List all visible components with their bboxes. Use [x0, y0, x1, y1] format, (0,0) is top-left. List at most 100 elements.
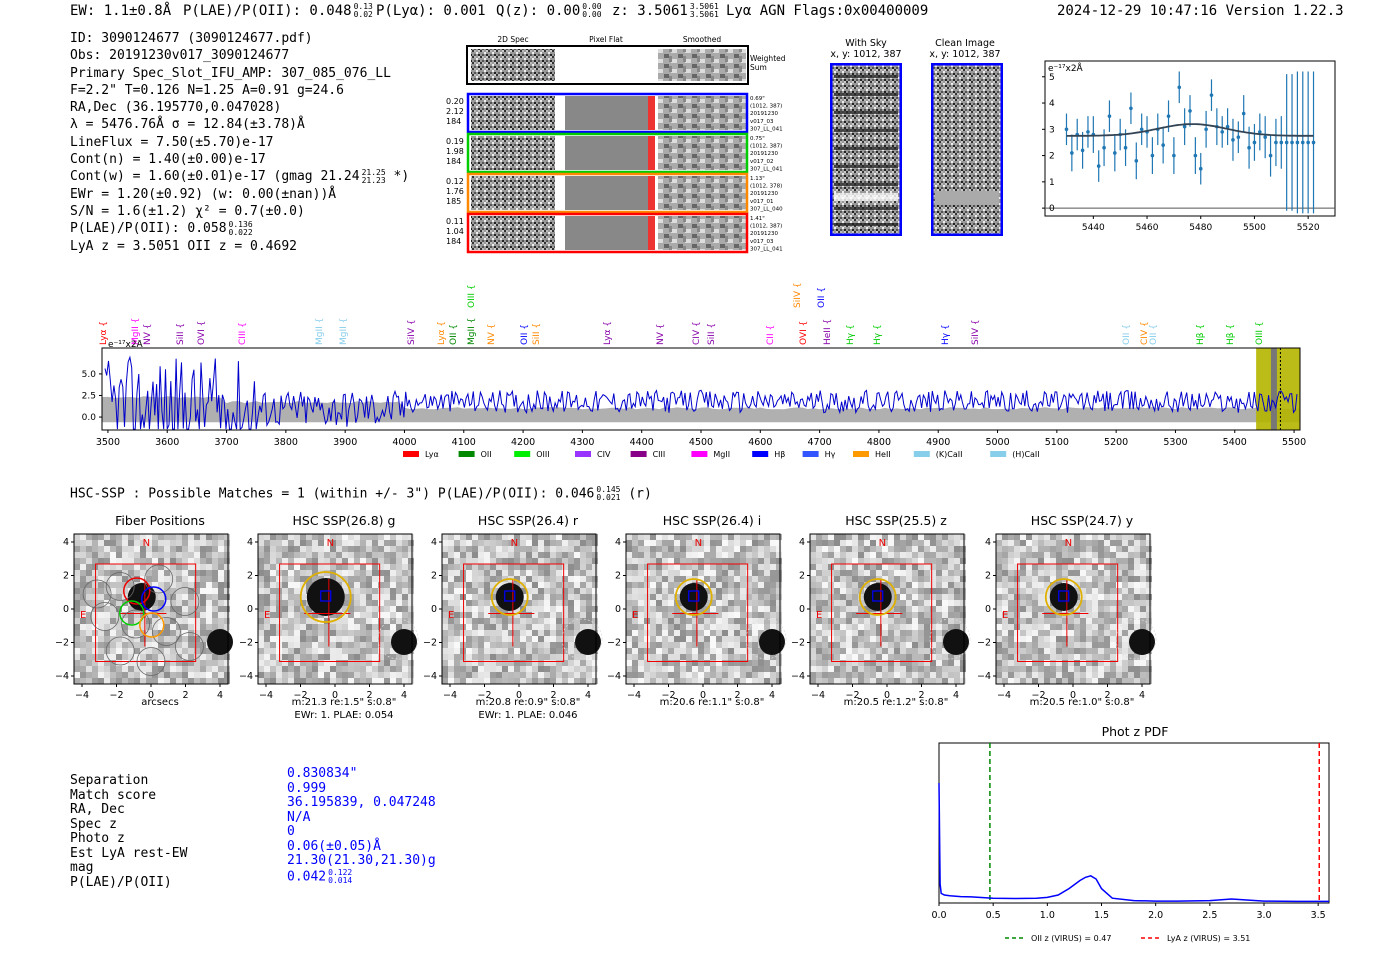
zoom-point: [1209, 93, 1214, 97]
spectral-line-label: OII {: [816, 287, 827, 308]
east-label: E: [448, 610, 454, 621]
fiber-circle: [82, 579, 112, 609]
photz-xtick-label: 0.0: [931, 910, 946, 921]
spectrum-xtick-label: 5300: [1163, 437, 1187, 448]
cutout-ytick-label: 4: [247, 537, 253, 548]
neighbor-aperture: [561, 618, 603, 660]
header-qz-lo: 0.00: [582, 10, 602, 19]
spec2d-row-value: 184: [446, 237, 461, 246]
zoom-ytick-label: 3: [1049, 125, 1055, 135]
spectrum-error-band: [102, 396, 1300, 423]
center-marker: [872, 590, 884, 602]
spectrum-ylabel: e⁻¹⁷x2Å: [108, 340, 144, 350]
zoom-ytick-label: 5: [1049, 73, 1055, 83]
cutout-image: N E 4 2 0 −2 −4 −4 −2 0 2 4: [791, 533, 971, 700]
legend-swatch: [913, 451, 930, 457]
pixelflat-marker: [648, 176, 655, 210]
east-label: E: [816, 610, 822, 621]
spec2d-row-meta: 1.13": [750, 176, 765, 182]
cutout-xtick-label: 0: [884, 690, 890, 700]
cutout-xtick-label: −2: [477, 690, 491, 700]
spec2d-col-smoothed: Smoothed: [682, 35, 722, 44]
clean-title: Clean Image: [935, 38, 995, 49]
spec2d-row-value: 0.12: [446, 177, 464, 186]
legend-label: (H)CaII: [1012, 450, 1039, 459]
spectrum-xtick-label: 3700: [214, 437, 238, 448]
header-qz-label: Q(z): 0.00: [496, 3, 581, 19]
pixelflat-marker: [648, 96, 655, 130]
with-sky-title: With Sky: [845, 38, 887, 49]
legend-label: Hγ: [825, 450, 836, 459]
spectrum-xtick-label: 5400: [1223, 437, 1247, 448]
zoom-fit-line: [1066, 123, 1314, 137]
legend-swatch: [630, 451, 647, 457]
neighbor-aperture: [1115, 618, 1157, 660]
zoom-xtick-label: 5460: [1136, 223, 1159, 233]
spec2d-row-meta: v017_03: [750, 239, 774, 245]
cutout-xtick-label: −2: [845, 690, 859, 700]
spec2d-cell: [471, 216, 555, 250]
spec2d-row-meta: v017_03: [750, 119, 774, 125]
spec2d-col-2dspec: 2D Spec: [497, 35, 529, 44]
fiber-red: [123, 577, 151, 605]
photz-chart: 0.0 0.5 1.0 1.5 2.0 2.5 3.0 3.5 OII z (VIRUS) = …: [931, 742, 1330, 943]
aperture-box: [463, 563, 565, 662]
spec2d-row-value: 0.19: [446, 137, 464, 146]
match-value: 36.195839, 0.047248: [287, 795, 436, 810]
cutout-ytick-label: 0: [63, 604, 69, 615]
header-z-lo: 3.5061: [689, 10, 719, 19]
source-blob: [1049, 583, 1078, 611]
cutout-ytick-label: 0: [985, 604, 991, 615]
spec2d-row-frame: [466, 92, 749, 134]
zoom-point: [1150, 153, 1155, 158]
spec2d-cell: [471, 136, 555, 170]
cutout-xtick-label: 4: [769, 690, 775, 700]
neighbor-blob: [759, 629, 785, 655]
zoom-point: [1172, 153, 1176, 158]
spectrum-xtick-label: 5500: [1282, 437, 1306, 448]
spec2d-row-meta: 0.75": [750, 136, 765, 142]
cutout-xtick-label: −4: [997, 690, 1011, 700]
cutout-info-ewr: EWr: 1. PLAE: 0.046: [478, 710, 578, 721]
cutout-xtick-label: 2: [550, 690, 556, 700]
cutout-pixels: [626, 534, 782, 684]
cutout-xtick-label: −2: [109, 690, 123, 700]
zoom-point: [1129, 106, 1133, 111]
neighbor-blob: [943, 629, 969, 655]
spectrum-xtick-label: 5000: [985, 437, 1009, 448]
fiber-circle: [105, 572, 135, 601]
ellipse-aperture: [299, 571, 352, 623]
legend-label: OIII: [536, 450, 549, 459]
spectrum-flux-line: [104, 355, 1298, 431]
legend-swatch: [853, 451, 869, 457]
cutout-ytick-label: 0: [615, 604, 621, 615]
fiber-orange: [139, 612, 165, 638]
cutout-ytick-label: 2: [799, 571, 805, 582]
zoom-xtick-label: 5440: [1082, 223, 1105, 233]
pixelflat-cell: [565, 216, 648, 250]
cutout-xtick-label: 4: [1139, 690, 1145, 700]
zoom-ylabel: e⁻¹⁷x2Å: [1048, 62, 1084, 74]
cutout-xtick-label: −2: [661, 690, 675, 700]
source-blob: [863, 583, 892, 611]
neighbor-aperture: [929, 618, 971, 660]
ellipse-aperture: [674, 578, 713, 616]
east-label: E: [264, 610, 270, 621]
spec2d-row-meta: 20191230: [750, 151, 778, 157]
cutout-ytick-label: 4: [63, 537, 69, 548]
spec2d-row-meta: (1012, 387): [750, 144, 782, 150]
zoom-point: [1263, 135, 1267, 139]
zoom-xtick-label: 5520: [1297, 223, 1320, 233]
spectrum-xtick-label: 4600: [748, 437, 772, 448]
fiber-green: [119, 600, 145, 626]
header-plae-lo: 0.02: [353, 10, 373, 19]
zoom-point: [1198, 166, 1203, 171]
info-params: F=2.2" T=0.126 N=1.25 A=0.91 g=24.6: [70, 82, 344, 98]
zoom-point: [1236, 135, 1241, 139]
spectrum-xtick-label: 3900: [333, 437, 357, 448]
info-contw: Cont(w) = 1.60(±0.01)e-17 (gmag 21.24 21.…: [70, 168, 409, 185]
center-marker: [504, 590, 516, 602]
cutout-image: N E 4 2 0 −2 −4 −4 −2 0 2 4: [607, 533, 787, 700]
match-key: Match score: [70, 787, 157, 803]
ellipse-aperture: [858, 578, 897, 616]
